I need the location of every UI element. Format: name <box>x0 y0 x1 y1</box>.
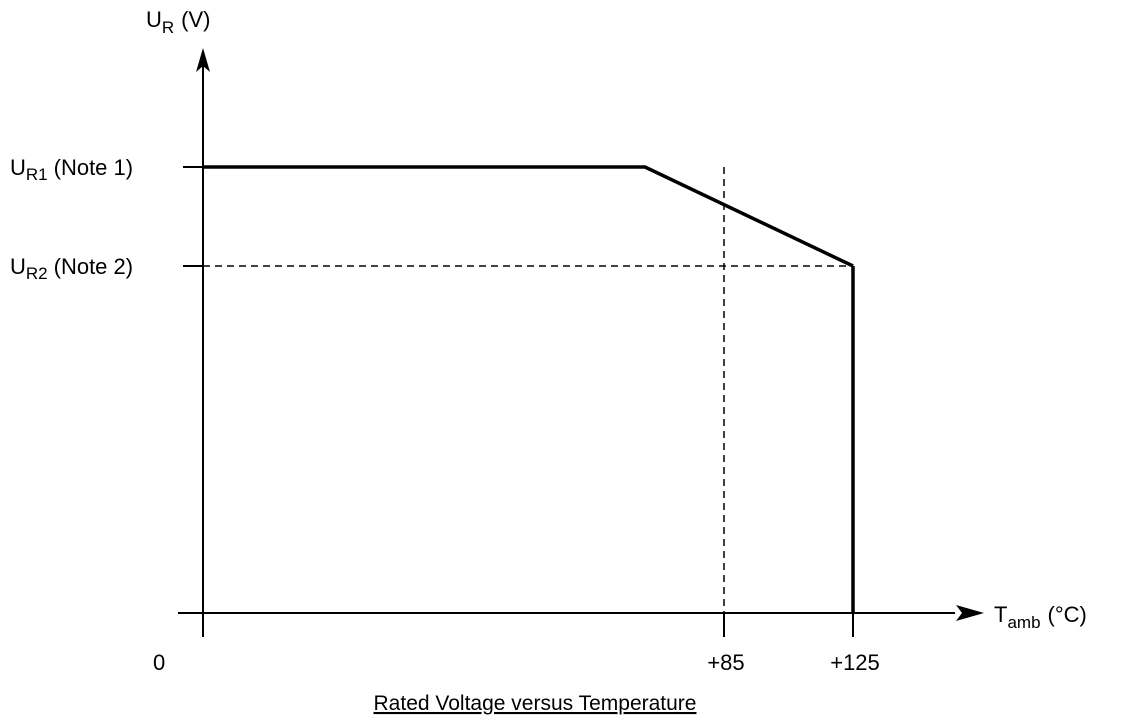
x-tick-label-85: +85 <box>707 650 744 675</box>
x-axis-label: Tamb (°C) <box>994 602 1087 632</box>
x-tick-label-125: +125 <box>830 650 880 675</box>
x-axis-arrow <box>956 605 984 621</box>
y-level-label-ur1: UR1 (Note 1) <box>10 155 133 184</box>
rated-voltage-line <box>203 165 854 268</box>
chart-title: Rated Voltage versus Temperature <box>374 692 697 715</box>
y-level-label-ur2: UR2 (Note 2) <box>10 254 133 283</box>
origin-label: 0 <box>153 650 165 675</box>
y-axis-arrow <box>196 48 210 72</box>
y-axis-label: UR (V) <box>146 7 211 37</box>
